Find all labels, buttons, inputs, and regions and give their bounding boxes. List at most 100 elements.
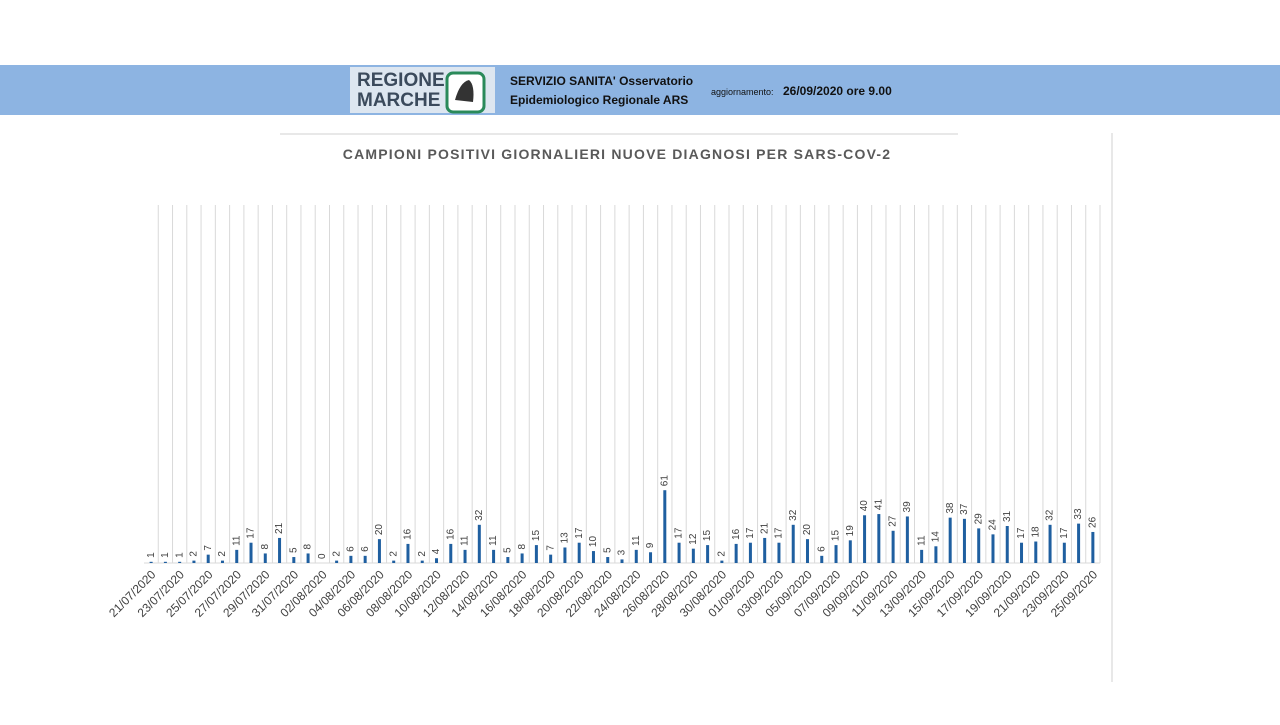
bar [449, 543, 453, 563]
bar [962, 518, 966, 563]
data-label: 13 [560, 532, 571, 544]
bar [848, 540, 852, 563]
data-label: 10 [588, 536, 599, 548]
bar [335, 560, 339, 563]
data-label: 6 [816, 546, 827, 552]
data-label: 1 [160, 552, 171, 558]
bar [249, 542, 253, 563]
data-label: 16 [445, 528, 456, 540]
data-label: 17 [574, 527, 585, 539]
data-label: 17 [745, 527, 756, 539]
bar [420, 560, 424, 563]
data-label: 37 [959, 503, 970, 515]
logo-figure [455, 80, 474, 102]
data-label: 18 [1030, 526, 1041, 538]
data-label: 5 [602, 547, 613, 553]
data-label: 15 [702, 530, 713, 542]
bar [920, 549, 924, 563]
bar [206, 554, 210, 563]
bar [991, 534, 995, 563]
bar [163, 561, 167, 563]
data-label: 5 [288, 547, 299, 553]
data-label: 27 [888, 515, 899, 527]
bar [606, 557, 610, 563]
data-label: 32 [1045, 509, 1056, 521]
data-label: 31 [1002, 510, 1013, 522]
bar [977, 528, 981, 563]
bar [263, 553, 267, 563]
bar [220, 560, 224, 563]
data-label: 33 [1073, 508, 1084, 520]
service-line: SERVIZIO SANITA' Osservatorio [510, 74, 693, 88]
data-label: 2 [388, 551, 399, 557]
bar [1062, 542, 1066, 563]
data-label: 2 [417, 551, 428, 557]
bar [492, 549, 496, 563]
data-label: 21 [759, 522, 770, 534]
bar [620, 559, 624, 563]
bar [1048, 524, 1052, 563]
update-label: aggiornamento: [711, 87, 774, 97]
bar [506, 557, 510, 563]
data-label: 17 [1059, 527, 1070, 539]
data-label: 61 [659, 475, 670, 487]
data-label: 14 [931, 531, 942, 543]
bar [549, 554, 553, 563]
data-label: 17 [246, 527, 257, 539]
data-label: 1 [146, 552, 157, 558]
service-line: Epidemiologico Regionale ARS [510, 93, 688, 107]
data-label: 9 [645, 542, 656, 548]
bar [934, 546, 938, 563]
bar [235, 549, 239, 563]
bar [349, 555, 353, 563]
data-label: 6 [346, 546, 357, 552]
data-label: 2 [217, 551, 228, 557]
bar [791, 524, 795, 563]
data-label: 1 [174, 552, 185, 558]
bar [820, 555, 824, 563]
bar [178, 561, 182, 563]
data-label: 11 [631, 535, 642, 546]
data-label: 2 [331, 551, 342, 557]
bar [520, 553, 524, 563]
data-label: 5 [502, 547, 513, 553]
update-value: 26/09/2020 ore 9.00 [783, 84, 892, 98]
data-label: 3 [617, 549, 628, 555]
data-label: 12 [688, 533, 699, 545]
bar [591, 551, 595, 563]
bar [149, 561, 153, 563]
data-label: 4 [431, 548, 442, 554]
bar [1034, 541, 1038, 563]
data-label: 11 [460, 535, 471, 546]
bar [534, 545, 538, 563]
data-label: 29 [973, 513, 984, 525]
chart-title: CAMPIONI POSITIVI GIORNALIERI NUOVE DIAG… [343, 146, 891, 162]
bar [1005, 526, 1009, 563]
bar [649, 552, 653, 563]
data-label: 16 [731, 528, 742, 540]
bar [691, 548, 695, 563]
header-band [0, 65, 1280, 115]
data-label: 16 [403, 528, 414, 540]
data-label: 2 [717, 551, 728, 557]
bar [663, 490, 667, 563]
data-label: 26 [1088, 516, 1099, 528]
data-label: 0 [317, 553, 328, 559]
data-label: 39 [902, 501, 913, 513]
bar [577, 542, 581, 563]
bar [392, 560, 396, 563]
bar [677, 542, 681, 563]
data-label: 20 [802, 524, 813, 536]
data-label: 17 [1016, 527, 1027, 539]
data-label: 41 [873, 499, 884, 511]
data-label: 40 [859, 500, 870, 512]
data-label: 24 [988, 519, 999, 531]
bar [377, 539, 381, 563]
data-label: 32 [788, 509, 799, 521]
bar [306, 553, 310, 563]
data-label: 7 [545, 545, 556, 551]
data-label: 15 [831, 530, 842, 542]
data-label: 7 [203, 545, 214, 551]
data-label: 32 [474, 509, 485, 521]
bar [891, 530, 895, 563]
